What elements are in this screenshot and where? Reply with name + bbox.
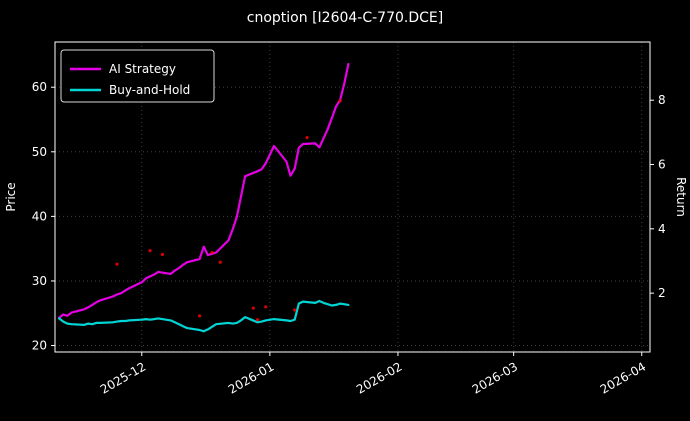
series-line-buy-and-hold (57, 299, 350, 333)
plot-border (54, 41, 651, 353)
y2-tick-label: 2 (658, 286, 666, 300)
y-tick-label: 60 (32, 80, 47, 94)
x-tick-label: 2026-01 (226, 359, 276, 396)
y2-tick-label: 8 (658, 93, 666, 107)
x-tick-label: 2026-02 (354, 359, 404, 396)
scatter-point-signal-dots (210, 250, 214, 255)
scatter-point-signal-dots (148, 249, 152, 253)
y2-tick-label: 4 (658, 222, 666, 236)
chart-title: cnoption [I2604-C-770.DCE] (247, 10, 443, 26)
scatter-point-signal-dots (264, 305, 268, 309)
x-tick-label: 2026-04 (598, 359, 648, 396)
y-tick-label: 30 (32, 274, 47, 288)
axes-layer: 20 30 40 50 60 2025-12 2026-01 2026-02 2026-03 20… (32, 80, 666, 396)
y-tick-label: 50 (32, 145, 47, 159)
y-tick-label: 40 (32, 209, 47, 223)
y-axis-label-price: Price (4, 182, 18, 211)
y2-tick-label: 6 (658, 158, 666, 172)
y-axis-label-return: Return (674, 177, 688, 217)
legend-label-buy-and-hold: Buy-and-Hold (109, 83, 190, 97)
scatter-point-signal-dots (218, 260, 222, 264)
scatter-point-signal-dots (293, 308, 297, 312)
series-layer (57, 62, 350, 333)
scatter-point-signal-dots (160, 252, 165, 257)
x-tick-label: 2025-12 (98, 359, 148, 396)
scatter-point-signal-dots (255, 318, 260, 322)
scatter-point-signal-dots (198, 314, 202, 318)
scatter-point-signal-dots (115, 262, 119, 266)
y-tick-label: 20 (32, 339, 47, 353)
series-line-ai-strategy (57, 62, 350, 319)
scatter-point-signal-dots (305, 135, 309, 140)
scatter-point-signal-dots (251, 306, 255, 310)
legend-label-ai-strategy: AI Strategy (109, 62, 176, 76)
legend: AI Strategy Buy-and-Hold (60, 49, 215, 103)
x-tick-label: 2026-03 (470, 359, 520, 396)
scatter-point-signal-dots (338, 99, 342, 103)
